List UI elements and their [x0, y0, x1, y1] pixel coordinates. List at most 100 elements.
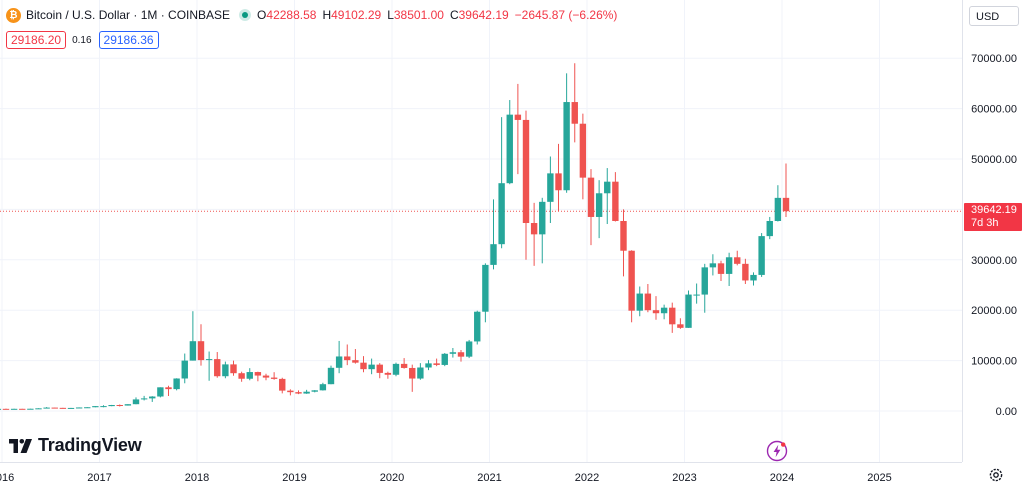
candle[interactable]	[124, 404, 132, 406]
candle[interactable]	[725, 252, 733, 287]
candle[interactable]	[441, 353, 448, 367]
candle[interactable]	[652, 296, 660, 320]
candle[interactable]	[376, 363, 383, 379]
candle[interactable]	[368, 358, 375, 375]
candle[interactable]	[782, 163, 790, 217]
candle[interactable]	[43, 407, 50, 409]
candle[interactable]	[59, 407, 67, 409]
candle[interactable]	[514, 83, 522, 175]
candle[interactable]	[547, 156, 554, 224]
candle[interactable]	[660, 304, 668, 320]
candle[interactable]	[384, 371, 392, 379]
candle[interactable]	[620, 209, 627, 277]
ask-price-button[interactable]: 29186.36	[98, 31, 159, 49]
candle[interactable]	[108, 404, 115, 407]
candle[interactable]	[2, 408, 10, 410]
candle[interactable]	[27, 408, 34, 410]
candle[interactable]	[246, 368, 253, 381]
candle[interactable]	[352, 349, 359, 364]
candle[interactable]	[734, 250, 741, 266]
candle[interactable]	[319, 382, 327, 391]
candle[interactable]	[19, 408, 26, 410]
candle[interactable]	[465, 339, 473, 359]
candle[interactable]	[693, 283, 700, 304]
candle[interactable]	[197, 324, 205, 366]
candle[interactable]	[67, 407, 75, 409]
candle[interactable]	[92, 406, 99, 408]
candle[interactable]	[295, 390, 302, 395]
candle[interactable]	[742, 258, 749, 284]
candle[interactable]	[669, 302, 676, 333]
candle[interactable]	[132, 397, 140, 405]
candle[interactable]	[222, 361, 229, 379]
candle[interactable]	[149, 396, 156, 402]
candle[interactable]	[579, 113, 587, 200]
candle[interactable]	[100, 405, 107, 408]
candle[interactable]	[571, 63, 578, 143]
candle[interactable]	[181, 353, 188, 384]
candle[interactable]	[644, 283, 652, 313]
tradingview-logo[interactable]: TradingView	[9, 433, 142, 457]
candle[interactable]	[262, 373, 270, 381]
price-axis[interactable]: 0.0010000.0020000.0030000.0040000.005000…	[962, 0, 1018, 462]
candle[interactable]	[530, 202, 538, 266]
candle[interactable]	[189, 311, 197, 361]
candle[interactable]	[173, 378, 180, 391]
candle[interactable]	[636, 286, 643, 317]
candle[interactable]	[400, 358, 408, 369]
candle[interactable]	[612, 172, 619, 222]
candle[interactable]	[165, 385, 172, 396]
candles[interactable]	[0, 63, 790, 410]
candle[interactable]	[709, 254, 717, 276]
candle[interactable]	[279, 377, 286, 394]
candle[interactable]	[433, 358, 440, 367]
candle[interactable]	[157, 387, 164, 398]
candle[interactable]	[717, 260, 725, 281]
candle[interactable]	[506, 100, 513, 185]
candle[interactable]	[425, 360, 432, 371]
candle[interactable]	[214, 352, 221, 378]
candle[interactable]	[563, 73, 570, 193]
candle[interactable]	[230, 360, 237, 376]
candle[interactable]	[685, 290, 692, 328]
candle[interactable]	[758, 233, 765, 277]
candle[interactable]	[205, 351, 213, 381]
candle[interactable]	[238, 371, 245, 382]
candle[interactable]	[360, 356, 367, 373]
candle[interactable]	[587, 169, 595, 246]
candle[interactable]	[539, 197, 546, 264]
candle[interactable]	[490, 199, 497, 270]
bid-price-button[interactable]: 29186.20	[6, 31, 67, 49]
candle[interactable]	[116, 404, 123, 407]
candle[interactable]	[392, 362, 400, 377]
candle[interactable]	[628, 250, 635, 323]
currency-selector[interactable]: USD	[969, 6, 1019, 26]
candle[interactable]	[766, 216, 773, 240]
time-axis[interactable]: 2016 2017 2018 2019 2020 2021 2022 2023 2024 2025	[0, 462, 962, 485]
gear-icon[interactable]	[988, 467, 1004, 483]
candle[interactable]	[303, 389, 310, 394]
candle[interactable]	[51, 407, 58, 409]
candle[interactable]	[254, 371, 262, 382]
candle[interactable]	[482, 263, 489, 323]
candle[interactable]	[555, 143, 562, 212]
candle[interactable]	[327, 365, 335, 385]
candle[interactable]	[140, 395, 148, 401]
candle[interactable]	[522, 110, 530, 260]
candle[interactable]	[35, 408, 42, 410]
lightning-icon[interactable]	[766, 440, 788, 462]
candle[interactable]	[677, 318, 684, 329]
candle[interactable]	[701, 263, 708, 313]
candle[interactable]	[270, 372, 278, 380]
candle[interactable]	[311, 390, 318, 393]
candle[interactable]	[409, 364, 416, 392]
candle[interactable]	[595, 180, 603, 239]
symbol-legend[interactable]: ₿ Bitcoin / U.S. Dollar · 1M · COINBASE …	[6, 5, 623, 25]
candle[interactable]	[417, 363, 424, 380]
candle[interactable]	[498, 117, 505, 249]
symbol-title[interactable]: Bitcoin / U.S. Dollar · 1M · COINBASE	[26, 8, 231, 22]
candle[interactable]	[457, 350, 465, 362]
candle[interactable]	[84, 407, 91, 409]
